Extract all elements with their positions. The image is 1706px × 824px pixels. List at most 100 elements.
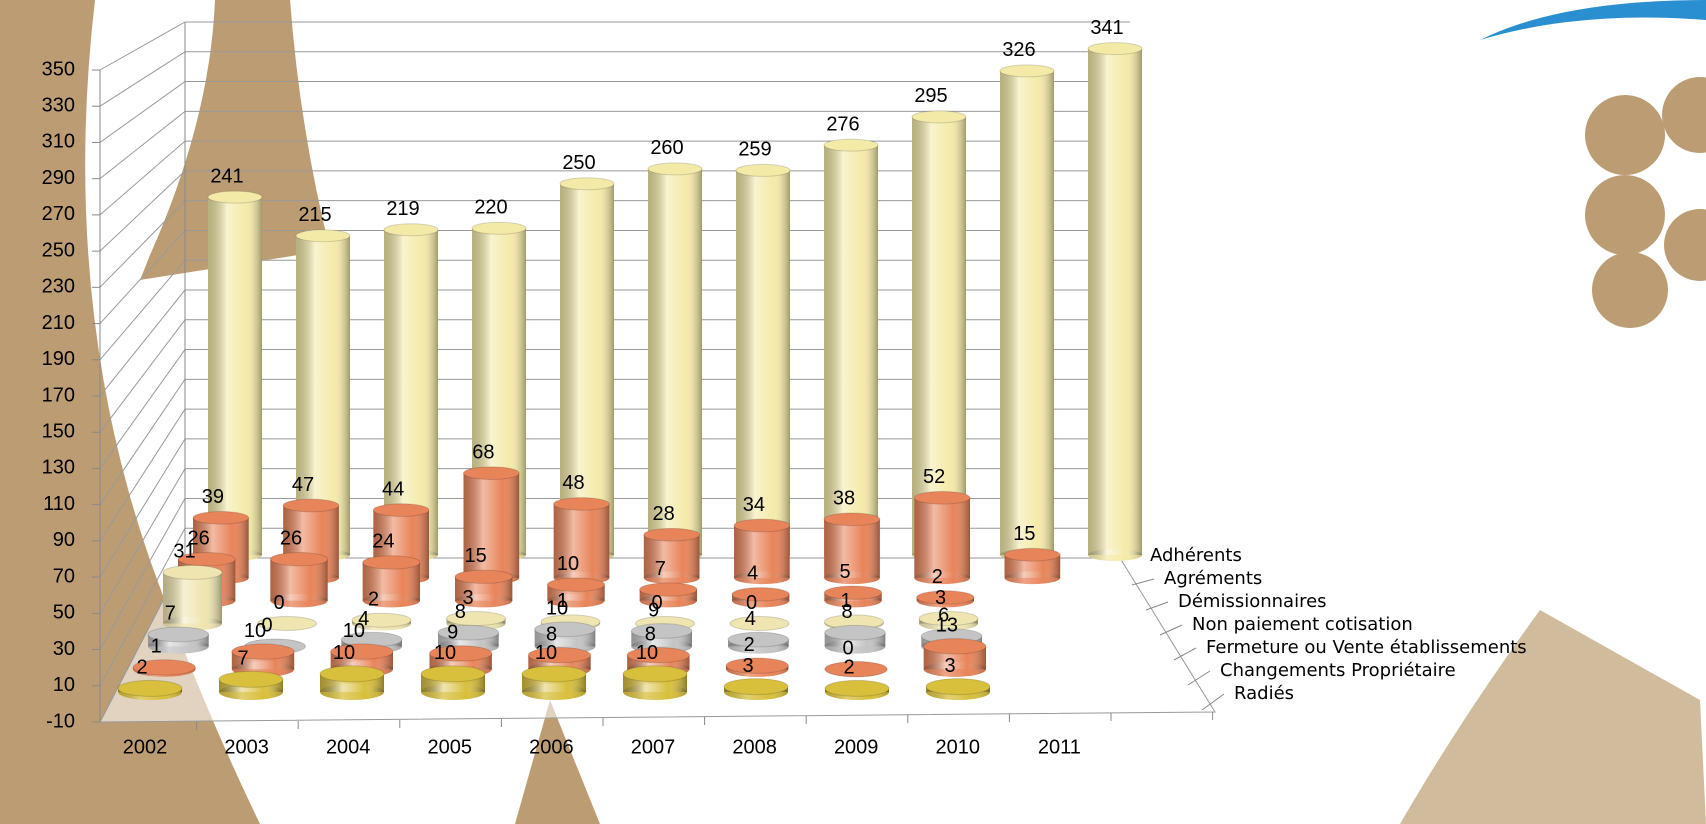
shade bbox=[1004, 554, 1061, 578]
cylinder-top bbox=[231, 643, 295, 660]
shade bbox=[384, 229, 438, 555]
cylinder-top bbox=[546, 577, 606, 592]
x-tick-label: 2008 bbox=[732, 736, 777, 758]
grid-line bbox=[99, 438, 186, 578]
cylinder-top bbox=[147, 626, 210, 643]
value-label: 7 bbox=[165, 603, 176, 625]
value-label: 47 bbox=[292, 474, 314, 496]
cylinder-base-shade bbox=[163, 616, 222, 631]
value-label: 31 bbox=[173, 541, 195, 563]
cylinder-top bbox=[362, 555, 421, 570]
y-tick-label: 210 bbox=[42, 312, 75, 334]
cylinder-top bbox=[192, 510, 250, 525]
value-label: 341 bbox=[1090, 17, 1123, 39]
legend-label: Changements Propriétaire bbox=[1220, 660, 1456, 681]
grid-line bbox=[99, 170, 186, 252]
cylinder-top bbox=[559, 177, 615, 191]
cylinder-base-shade bbox=[421, 684, 485, 700]
cylinder-top bbox=[117, 679, 183, 697]
value-label: 4 bbox=[745, 608, 756, 630]
shade bbox=[208, 197, 262, 555]
value-label: 15 bbox=[1013, 523, 1035, 545]
cylinder-top bbox=[527, 646, 592, 664]
y-tick-label: 150 bbox=[42, 421, 75, 443]
value-label: 10 bbox=[343, 620, 365, 642]
value-label: 10 bbox=[333, 642, 355, 664]
cylinder-top bbox=[923, 638, 987, 655]
labels: -101030507090110130150170190210230250270… bbox=[42, 17, 1527, 758]
value-label: 10 bbox=[434, 642, 456, 664]
value-label: 2 bbox=[843, 657, 854, 679]
cylinder-top bbox=[521, 665, 587, 683]
cylinder-base-shade bbox=[824, 639, 886, 654]
value-label: 276 bbox=[826, 113, 859, 135]
cylinder-top bbox=[420, 665, 486, 683]
shade bbox=[643, 534, 700, 578]
x-tick-label: 2011 bbox=[1038, 736, 1081, 758]
value-label: 3 bbox=[944, 655, 955, 677]
cylinder-base-shade bbox=[1088, 549, 1142, 561]
x-tick-label: 2002 bbox=[123, 736, 168, 758]
cylinder-base-shade bbox=[623, 684, 687, 700]
grid-line bbox=[99, 379, 186, 505]
y-tick-label: 90 bbox=[53, 529, 75, 551]
cylinder-base-shade bbox=[824, 571, 880, 585]
legend-tick bbox=[1173, 647, 1197, 661]
value-label: 9 bbox=[447, 622, 458, 644]
value-label: 241 bbox=[210, 165, 243, 187]
value-label: 10 bbox=[546, 598, 568, 620]
cylinder-base-shade bbox=[643, 571, 700, 585]
cylinder-top bbox=[918, 611, 979, 627]
legend-tick bbox=[1201, 693, 1225, 711]
x-tick-label: 2007 bbox=[631, 736, 676, 758]
cylinder-top bbox=[1087, 42, 1143, 56]
legend-label: Non paiement cotisation bbox=[1192, 614, 1413, 635]
cylinder-top bbox=[257, 616, 317, 631]
marks bbox=[117, 42, 1143, 700]
value-label: 250 bbox=[562, 152, 595, 174]
value-label: 0 bbox=[746, 592, 757, 614]
value-label: 26 bbox=[280, 528, 302, 550]
value-label: 326 bbox=[1002, 39, 1035, 61]
cylinder-top bbox=[735, 163, 791, 177]
cylinder-base-shade bbox=[639, 594, 697, 608]
value-label: 2 bbox=[368, 588, 379, 610]
value-label: 68 bbox=[472, 441, 494, 463]
y-tick-label: 50 bbox=[53, 602, 75, 624]
cylinder-top bbox=[911, 110, 967, 124]
cylinder-top bbox=[207, 190, 263, 204]
cylinder-top bbox=[824, 624, 886, 641]
grid-line bbox=[99, 200, 186, 288]
grid-line bbox=[99, 498, 186, 650]
value-label: 0 bbox=[273, 592, 284, 614]
cylinder-top bbox=[639, 582, 698, 597]
value-label: 3 bbox=[462, 587, 473, 609]
y-tick-label: 170 bbox=[42, 384, 75, 406]
cylinder-base-shade bbox=[923, 661, 986, 677]
value-label: 9 bbox=[648, 599, 659, 621]
cylinder-top bbox=[463, 466, 520, 480]
grid-line bbox=[99, 527, 186, 687]
cylinder-top bbox=[454, 569, 513, 584]
x-tick-label: 2004 bbox=[326, 736, 371, 758]
shade bbox=[163, 572, 222, 624]
cylinder-top bbox=[1004, 547, 1061, 562]
value-label: 2 bbox=[932, 566, 943, 588]
cylinder-base-shade bbox=[270, 594, 328, 608]
grid-line bbox=[99, 81, 186, 143]
value-label: 39 bbox=[202, 486, 224, 508]
y-tick-label: 250 bbox=[42, 239, 75, 261]
value-label: 0 bbox=[842, 637, 853, 659]
cylinder-top bbox=[823, 585, 883, 600]
shade bbox=[560, 183, 614, 555]
x-tick-label: 2006 bbox=[529, 736, 574, 758]
y-tick-label: 70 bbox=[53, 565, 75, 587]
y-tick-label: 230 bbox=[42, 276, 75, 298]
value-label: 1 bbox=[151, 636, 162, 658]
cylinder-top bbox=[429, 645, 493, 662]
value-label: 34 bbox=[743, 494, 765, 516]
legend-label: Agréments bbox=[1164, 568, 1262, 589]
cylinder-top bbox=[626, 646, 690, 664]
value-label: 3 bbox=[742, 655, 753, 677]
